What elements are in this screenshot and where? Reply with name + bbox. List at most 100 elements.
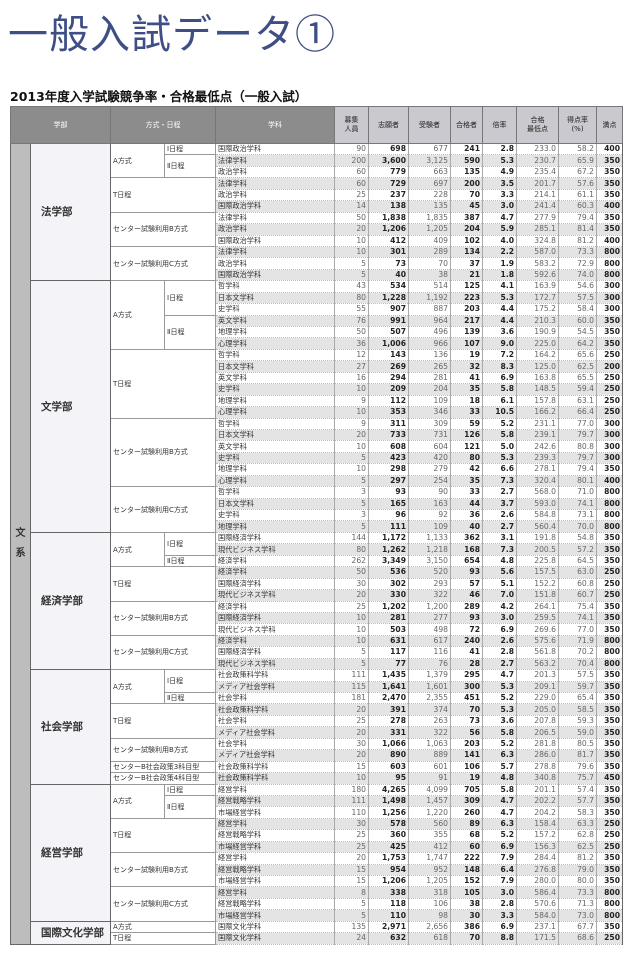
cell-score-rate: 71.3 [558,898,597,911]
cell-ratio: 5.7 [482,761,517,774]
cell-min-score: 280.0 [516,875,559,888]
method-name: T日程 [110,348,216,419]
table-row: 市場経営学科 25 425 412 60 6.9 156.3 62.5 250 [11,841,623,854]
table-row: 国際経済学科 10 281 277 93 3.0 259.5 74.1 350 [11,612,623,625]
cell-score-rate: 59.4 [558,383,597,396]
cell-subject: 法律学科 [215,154,335,167]
table-row: センター試験利用B方式 社会学科 30 1,066 1,063 203 5.2 281.8 80… [11,737,623,762]
schedule-name: Ⅰ日程 [164,142,216,156]
cell-score-rate: 80.8 [558,440,597,453]
cell-ratio: 2.6 [482,509,517,522]
cell-passed: 70 [450,932,483,945]
cell-score-rate: 58.5 [558,703,597,716]
cell-subject: 経済学科 [215,601,335,613]
cell-min-score: 191.8 [516,532,559,545]
cell-subject: 心理学科 [215,337,335,350]
cell-score-rate: 70.2 [558,646,597,659]
schedule-name: Ⅱ日程 [164,794,216,819]
table-row: 史学科 3 96 92 36 2.6 584.8 73.1 800 [11,509,623,522]
table-row: メディア社会学科 20 890 889 141 6.3 286.0 81.7 350 [11,749,623,762]
cell-examinees: 964 [408,315,451,328]
table-row: 史学科 55 907 887 203 4.4 175.2 58.4 300 [11,303,623,316]
cell-examinees: 1,457 [408,795,451,808]
cell-quota: 60 [334,166,369,179]
cell-subject: 経営戦略学科 [215,898,335,911]
cell-ratio: 6.9 [482,921,517,934]
cell-min-score: 157.5 [516,566,559,579]
table-row: 文 系法学部 A方式 Ⅰ日程 国際政治学科 90 698 677 241 2.8 233.0 58.… [10,142,623,945]
cell-full-score: 200 [596,360,623,373]
cell-applicants: 425 [368,841,409,854]
cell-score-rate: 62.5 [558,360,597,373]
cell-quota: 76 [334,315,369,328]
cell-min-score: 575.6 [516,635,559,648]
table-row: 経営戦略学科 5 118 106 38 2.8 570.6 71.3 800 [11,898,623,911]
table-row: 英文学科 10 608 604 121 5.0 242.6 80.8 300 [11,440,623,453]
cell-ratio: 9.0 [482,337,517,350]
cell-passed: 42 [450,463,483,476]
cell-subject: 国際文化学科 [215,932,335,945]
cell-quota: 5 [334,520,369,533]
cell-subject: 地理学科 [215,395,335,408]
table-row: 心理学科 5 297 254 35 7.3 320.4 80.1 400 [11,475,623,488]
table-row: 社会学科 25 278 263 73 3.6 207.8 59.3 350 [11,715,623,728]
cell-ratio: 5.8 [482,726,517,739]
cell-applicants: 165 [368,498,409,511]
table-row: 経営戦略学科 25 360 355 68 5.2 157.2 62.8 250 [11,829,623,842]
table-row: センター試験利用C方式 経営学科 8 338 318 105 3.0 586.4 73.3 800 [11,886,623,922]
cell-applicants: 1,641 [368,681,409,694]
cell-examinees: 1,063 [408,738,451,751]
cell-min-score: 584.0 [516,909,559,922]
cell-quota: 14 [334,200,369,213]
cell-quota: 25 [334,829,369,842]
cell-quota: 111 [334,795,369,808]
cell-quota: 5 [334,498,369,511]
cell-min-score: 340.8 [516,772,559,785]
cell-quota: 27 [334,360,369,373]
cell-subject: 哲学科 [215,349,335,362]
table-row: センター試験利用C方式 経済学科 10 631 617 240 2.6 575.6 71.9 80… [11,634,623,671]
cell-subject: 英文学科 [215,372,335,385]
cell-examinees: 601 [408,761,451,774]
cell-passed: 590 [450,154,483,167]
cell-applicants: 301 [368,246,409,259]
cell-applicants: 733 [368,429,409,442]
cell-quota: 10 [334,440,369,453]
cell-subject: 社会政策科学科 [215,669,335,682]
cell-score-rate: 74.1 [558,612,597,625]
cell-min-score: 239.3 [516,452,559,465]
cell-min-score: 593.0 [516,498,559,511]
cell-passed: 134 [450,246,483,259]
cell-applicants: 423 [368,452,409,465]
cell-passed: 46 [450,589,483,602]
cell-examinees: 228 [408,189,451,202]
category-label: 文 系 [10,143,31,945]
cell-quota: 10 [334,246,369,259]
cell-min-score: 276.8 [516,864,559,877]
cell-applicants: 237 [368,189,409,202]
cell-full-score: 400 [596,143,623,156]
cell-subject: 政治学科 [215,257,335,270]
cell-examinees: 1,133 [408,532,451,545]
cell-applicants: 338 [368,886,409,899]
cell-score-rate: 58.3 [558,806,597,819]
faculty-name: 法学部 [30,142,111,282]
method-name: センター試験利用B方式 [110,211,216,247]
cell-applicants: 73 [368,257,409,270]
cell-subject: 国際経済学科 [215,578,335,591]
cell-applicants: 1,435 [368,669,409,682]
cell-subject: 英文学科 [215,315,335,328]
table-row: 地理学科 5 111 109 40 2.7 560.4 70.0 800 [11,520,623,533]
cell-subject: 経営学科 [215,818,335,831]
cell-examinees: 76 [408,658,451,671]
cell-min-score: 158.4 [516,818,559,831]
cell-min-score: 277.9 [516,212,559,225]
cell-min-score: 583.2 [516,257,559,270]
cell-examinees: 496 [408,326,451,339]
cell-full-score: 400 [596,475,623,488]
cell-full-score: 800 [596,520,623,533]
cell-quota: 20 [334,749,369,762]
cell-min-score: 241.4 [516,200,559,213]
table-row: 国際経済学科 5 117 116 41 2.8 561.8 70.2 800 [11,646,623,659]
cell-score-rate: 58.4 [558,303,597,316]
